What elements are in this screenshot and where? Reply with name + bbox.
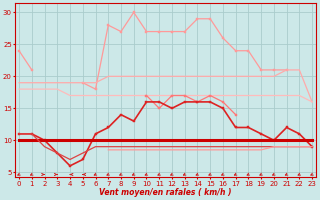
X-axis label: Vent moyen/en rafales ( km/h ): Vent moyen/en rafales ( km/h ) [99,188,232,197]
